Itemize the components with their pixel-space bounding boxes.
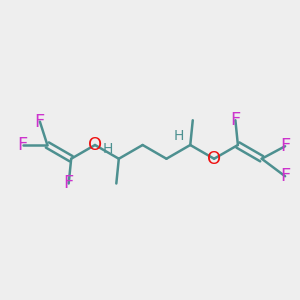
Text: H: H (174, 128, 184, 142)
Text: O: O (88, 136, 102, 154)
Text: F: F (17, 136, 28, 154)
Text: O: O (207, 150, 221, 168)
Text: F: F (280, 167, 290, 185)
Text: H: H (102, 142, 113, 156)
Text: F: F (280, 137, 290, 155)
Text: F: F (35, 112, 45, 130)
Text: F: F (230, 111, 241, 129)
Text: F: F (64, 175, 74, 193)
